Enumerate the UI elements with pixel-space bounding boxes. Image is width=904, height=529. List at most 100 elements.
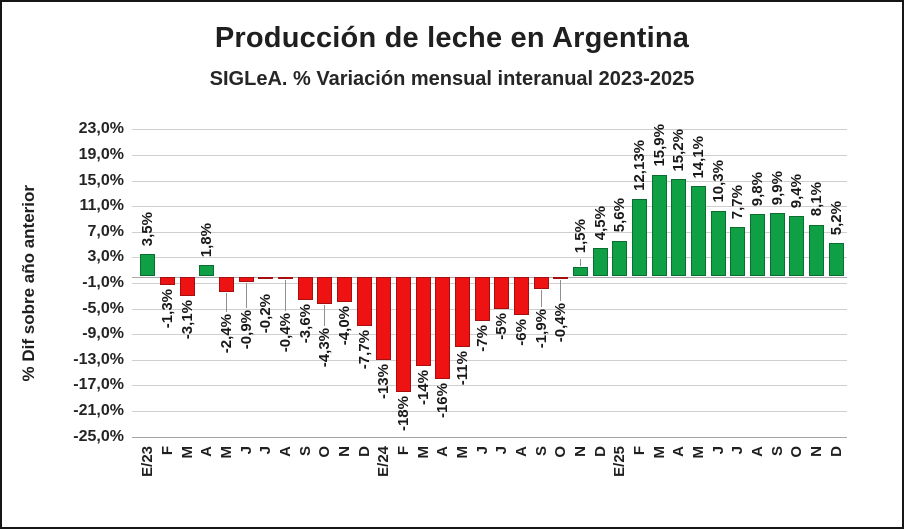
bar-value-label: 9,8% <box>748 172 768 206</box>
x-tick-text: S <box>768 446 786 457</box>
bar-value-text: -6% <box>513 318 530 346</box>
x-tick-label: M <box>413 446 433 459</box>
gridline <box>132 206 847 208</box>
leader-line <box>540 289 542 307</box>
bar <box>730 227 746 277</box>
x-tick-text: O <box>316 446 334 458</box>
bar-value-label: -16% <box>433 383 453 418</box>
bar <box>573 266 588 277</box>
bar-value-label: 9,9% <box>767 171 787 205</box>
bar-value-text: -11% <box>454 350 471 386</box>
leader-line <box>226 292 227 312</box>
bar-value-text: -2,4% <box>218 313 235 354</box>
x-tick-label: M <box>217 446 237 459</box>
bar-value-text: 1,5% <box>572 218 589 253</box>
x-tick-label: A <box>276 446 296 457</box>
x-tick-text: A <box>513 446 530 457</box>
bar-value-text: 7,7% <box>729 185 747 220</box>
x-tick-text: J <box>473 446 491 455</box>
bar <box>612 240 628 277</box>
bar <box>671 179 687 277</box>
bar-value-label: -7% <box>472 325 492 352</box>
gridline <box>132 436 847 438</box>
bar-value-text: 4,5% <box>591 205 609 240</box>
y-tick-label: -17,0% <box>73 376 124 394</box>
bar-value-label: -4,0% <box>335 306 355 345</box>
bar <box>435 276 451 379</box>
x-tick-label: J <box>472 446 492 454</box>
bar-value-text: -16% <box>434 382 452 418</box>
bar-value-label: 10,3% <box>708 160 728 203</box>
x-tick-text: A <box>434 446 452 457</box>
bar-value-label: -0,2% <box>256 294 276 333</box>
y-axis-title-box: % Dif sobre año anterior <box>16 129 42 437</box>
x-tick-text: N <box>572 446 589 457</box>
bar <box>651 174 667 277</box>
x-tick-label: J <box>492 446 512 454</box>
bar-value-label: -5% <box>492 313 512 340</box>
bar <box>199 264 215 277</box>
x-tick-text: E/25 <box>611 446 629 477</box>
leader-line <box>560 280 562 302</box>
chart-subtitle: SIGLeA. % Variación mensual interanual 2… <box>209 68 695 90</box>
bar-value-label: 9,4% <box>787 174 807 208</box>
x-tick-text: F <box>631 446 648 456</box>
gridline <box>132 180 847 182</box>
bar-value-text: 12,13% <box>631 140 648 191</box>
x-tick-text: S <box>532 446 550 457</box>
leader-line <box>324 305 326 327</box>
bar-value-text: -4,3% <box>316 328 334 368</box>
gridline <box>132 334 847 336</box>
x-tick-text: J <box>493 446 511 455</box>
x-tick-label: M <box>649 446 669 459</box>
gridline <box>132 154 847 156</box>
bar-value-label: 4,5% <box>590 206 610 240</box>
bar-value-label: 5,2% <box>826 201 846 235</box>
bar-value-label: 7,7% <box>728 185 748 219</box>
x-tick-label: J <box>708 446 728 454</box>
bar <box>474 276 490 322</box>
y-tick-label: 15,0% <box>78 171 124 189</box>
y-tick-label: -1,0% <box>82 273 124 291</box>
bar <box>691 186 706 277</box>
bar-value-label: -13% <box>374 364 394 399</box>
bar-value-label: -0,9% <box>236 310 256 349</box>
bar-value-label: 3,5% <box>138 212 158 246</box>
bar <box>710 210 726 277</box>
x-tick-text: J <box>237 446 255 455</box>
x-tick-text: J <box>709 446 727 455</box>
bar <box>317 276 333 305</box>
x-tick-text: O <box>552 446 570 458</box>
x-tick-label: J <box>256 446 276 454</box>
x-tick-label: F <box>158 446 178 455</box>
x-tick-text: F <box>395 446 412 456</box>
chart-title: Producción de leche en Argentina <box>214 22 690 54</box>
x-tick-text: O <box>788 446 806 458</box>
x-tick-label: J <box>236 446 256 454</box>
x-tick-text: D <box>355 446 373 457</box>
x-tick-text: M <box>690 446 707 459</box>
x-tick-text: A <box>670 446 688 457</box>
x-tick-text: A <box>749 446 766 457</box>
bar <box>238 276 254 283</box>
bar-value-label: -3,6% <box>295 304 315 343</box>
bar <box>415 276 431 367</box>
bar-value-text: -4,0% <box>336 306 353 346</box>
bar-value-label: 5,6% <box>610 198 630 232</box>
bar-value-label: -1,9% <box>531 309 551 348</box>
y-tick-label: -5,0% <box>82 299 124 317</box>
bar-value-text: 14,1% <box>690 135 707 179</box>
bar-value-label: 12,13% <box>630 140 650 191</box>
x-tick-text: E/24 <box>375 446 393 477</box>
x-tick-text: D <box>591 446 609 457</box>
x-tick-text: N <box>336 446 353 457</box>
bar-value-label: -14% <box>413 370 433 405</box>
bar <box>533 276 549 289</box>
bar-value-text: 5,2% <box>827 201 845 236</box>
x-tick-text: M <box>454 446 471 459</box>
y-tick-label: -13,0% <box>73 350 124 368</box>
gridline <box>132 129 847 131</box>
x-tick-label: M <box>453 446 473 459</box>
x-tick-label: A <box>433 446 453 457</box>
x-tick-text: E/23 <box>139 446 157 477</box>
